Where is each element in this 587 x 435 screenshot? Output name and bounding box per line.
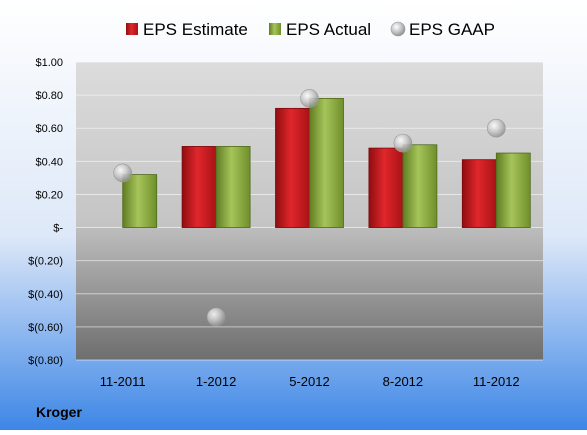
y-tick-label: $0.60 [35, 123, 63, 135]
marker-eps-gaap [393, 133, 413, 153]
legend-label: EPS Actual [286, 20, 371, 39]
y-tick-label: $(0.40) [28, 289, 63, 301]
bar-eps-actual [122, 174, 158, 228]
bar-eps-estimate [181, 146, 217, 228]
marker-eps-gaap [206, 307, 226, 327]
bar-eps-actual [402, 144, 438, 228]
marker-eps-gaap [486, 118, 506, 138]
y-tick-label: $- [53, 223, 63, 235]
y-tick-label: $0.40 [35, 156, 63, 168]
marker-eps-gaap [113, 163, 132, 183]
x-tick-label: 11-2012 [473, 374, 520, 389]
bar-eps-estimate [461, 159, 497, 228]
bar-eps-actual [309, 98, 344, 228]
y-tick-label: $(0.80) [28, 355, 63, 367]
y-tick-label: $(0.60) [28, 322, 63, 334]
bar-eps-actual [215, 146, 251, 228]
bar-eps-actual [495, 152, 531, 228]
x-tick-label: 1-2012 [196, 374, 236, 389]
legend-label: EPS GAAP [409, 20, 495, 39]
marker-eps-gaap [300, 89, 319, 108]
y-tick-label: $(0.20) [28, 256, 63, 268]
bar-eps-estimate [368, 147, 404, 228]
legend-swatch [126, 23, 138, 35]
y-tick-label: $1.00 [35, 57, 63, 69]
bar-eps-estimate [275, 107, 310, 228]
legend-label: EPS Estimate [143, 20, 248, 39]
company-label: Kroger [36, 404, 82, 420]
x-tick-label: 11-2011 [100, 374, 146, 389]
y-tick-label: $0.20 [35, 189, 63, 201]
legend-swatch [269, 23, 281, 35]
legend-swatch [390, 21, 406, 37]
x-tick-label: 8-2012 [383, 374, 423, 389]
y-tick-label: $0.80 [35, 90, 63, 102]
x-tick-label: 5-2012 [289, 374, 329, 389]
